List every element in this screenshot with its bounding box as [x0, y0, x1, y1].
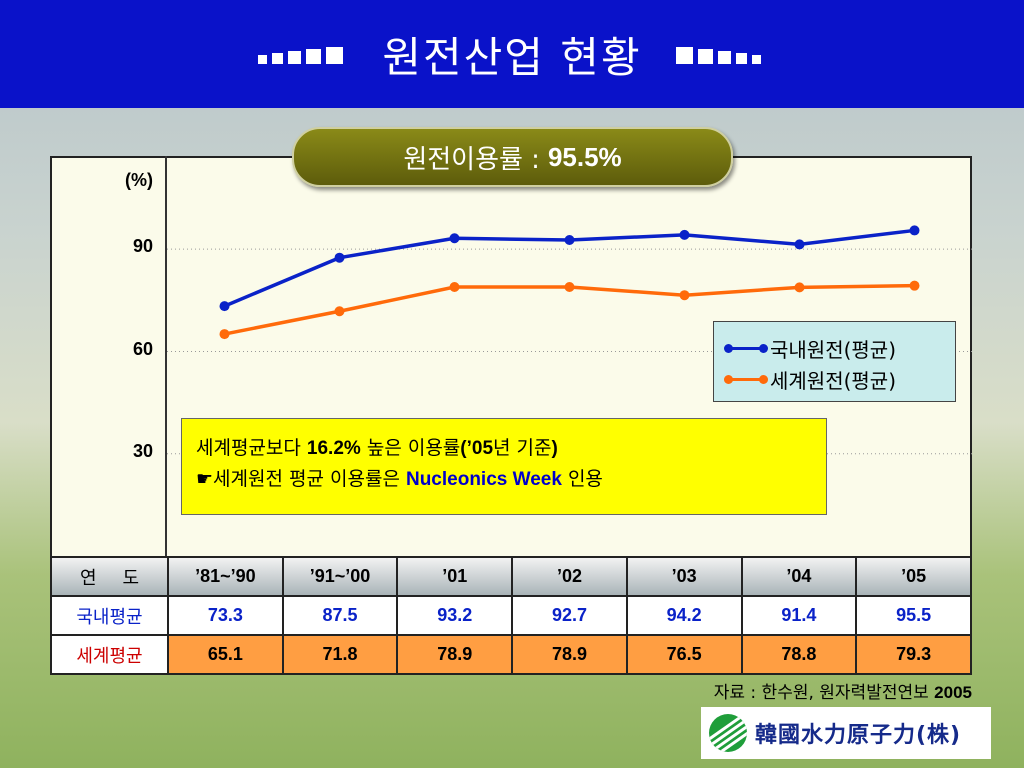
source-text: 자료 : 한수원, 원자력발전연보	[713, 683, 935, 703]
legend-item-domestic: 국내원전(평균)	[724, 334, 897, 363]
data-point	[449, 233, 460, 244]
utilization-badge: 원전이용률 : 95.5%	[292, 127, 733, 187]
legend-line-icon	[724, 344, 768, 353]
header-bar: 원전산업 현황	[0, 0, 1024, 108]
right-squares	[675, 45, 766, 64]
legend-label: 국내원전(평균)	[770, 338, 897, 362]
y-tick-label: 30	[132, 441, 153, 461]
pointing-hand-icon: ☛	[196, 468, 214, 490]
note-value: 16.2%	[306, 438, 361, 459]
data-point	[219, 329, 230, 340]
note-text: 높은 이용률	[360, 437, 461, 459]
table-year-cell: ’81~’90	[167, 556, 284, 597]
badge-value: 95.5%	[547, 141, 622, 172]
note-text: 세계원전 평균 이용률은	[213, 468, 406, 490]
table-value-cell: 92.7	[511, 595, 628, 636]
company-logo: 韓國水力原子力(株)	[701, 707, 991, 759]
table-year-cell: ’01	[396, 556, 514, 597]
table-header-row: 연도 ’81~’90’91~’00’01’02’03’04’05	[50, 556, 972, 597]
table-row-world: 세계평균 65.1 71.8 78.9 78.9 76.5 78.8 79.3	[50, 634, 972, 675]
legend-label: 세계원전(평균)	[770, 369, 897, 393]
table-year-cell: ’91~’00	[281, 556, 399, 597]
source-caption: 자료 : 한수원, 원자력발전연보 2005	[714, 678, 972, 703]
table-value-cell: 76.5	[625, 634, 743, 675]
table-value-cell: 71.8	[281, 634, 399, 675]
data-point	[219, 301, 230, 312]
table-year-cell: ’05	[855, 556, 972, 597]
data-point	[679, 290, 690, 301]
annotation-box: 세계평균보다 16.2% 높은 이용률(’05년 기준) ☛세계원전 평균 이용…	[181, 418, 827, 515]
annotation-line-1: 세계평균보다 16.2% 높은 이용률(’05년 기준)	[196, 433, 826, 464]
note-text: 세계평균보다	[196, 437, 307, 459]
table-row-domestic: 국내평균 73.3 87.5 93.2 92.7 94.2 91.4 95.5	[50, 595, 972, 636]
legend-line-icon	[724, 375, 768, 384]
y-tick-label: 60	[132, 339, 153, 359]
data-table: 연도 ’81~’90’91~’00’01’02’03’04’05 국내평균 73…	[50, 556, 972, 675]
row-label-world: 세계평균	[50, 634, 169, 675]
y-axis: (%) 90 60 30	[50, 156, 167, 556]
logo-mark-icon	[709, 714, 747, 752]
note-paren: )	[551, 438, 558, 459]
data-point	[794, 239, 805, 250]
table-year-cell: ’02	[511, 556, 628, 597]
left-squares	[258, 45, 348, 64]
table-value-cell: 91.4	[740, 595, 858, 636]
table-value-cell: 79.3	[855, 634, 972, 675]
table-value-cell: 65.1	[167, 634, 284, 675]
table-value-cell: 87.5	[281, 595, 399, 636]
page-title: 원전산업 현황	[382, 32, 642, 82]
data-point	[909, 225, 920, 236]
data-point	[334, 252, 345, 263]
badge-label: 원전이용률 :	[403, 144, 540, 175]
note-text: 년 기준	[493, 437, 552, 459]
data-point	[449, 282, 460, 293]
data-point	[564, 234, 575, 245]
table-year-cell: ’04	[740, 556, 858, 597]
data-point	[794, 282, 805, 293]
data-point	[909, 280, 920, 291]
note-source: Nucleonics Week	[405, 469, 562, 490]
table-header-label: 연도	[50, 556, 169, 597]
data-point	[564, 282, 575, 293]
note-year: (’05	[460, 438, 494, 459]
table-value-cell: 78.8	[740, 634, 858, 675]
y-tick-label: 90	[132, 236, 153, 256]
table-value-cell: 93.2	[396, 595, 514, 636]
row-label-domestic: 국내평균	[50, 595, 169, 636]
legend-item-world: 세계원전(평균)	[724, 365, 897, 394]
line-plot	[167, 225, 972, 455]
data-point	[679, 229, 690, 240]
chart-legend: 국내원전(평균) 세계원전(평균)	[713, 321, 956, 402]
table-value-cell: 78.9	[511, 634, 628, 675]
table-value-cell: 78.9	[396, 634, 514, 675]
data-point	[334, 306, 345, 317]
y-axis-label: (%)	[125, 170, 153, 190]
annotation-line-2: ☛세계원전 평균 이용률은 Nucleonics Week 인용	[196, 464, 826, 495]
note-text: 인용	[561, 468, 603, 490]
logo-text: 韓國水力原子力(株)	[755, 723, 962, 748]
table-value-cell: 95.5	[855, 595, 972, 636]
source-year: 2005	[934, 683, 972, 702]
table-value-cell: 73.3	[167, 595, 284, 636]
table-year-cell: ’03	[625, 556, 743, 597]
table-value-cell: 94.2	[625, 595, 743, 636]
